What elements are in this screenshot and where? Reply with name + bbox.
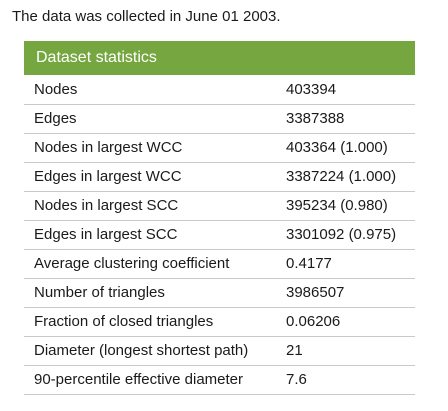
row-label: Number of triangles (24, 278, 276, 308)
table-row: Nodes in largest WCC 403364 (1.000) (24, 133, 415, 163)
row-label: Nodes in largest SCC (24, 191, 276, 221)
table-row: Nodes 403394 (24, 75, 415, 105)
row-label: Nodes (24, 75, 276, 105)
row-value: 3387224 (1.000) (276, 162, 415, 192)
row-value: 3301092 (0.975) (276, 220, 415, 250)
table-header-row: Dataset statistics (24, 41, 415, 75)
table-row: Number of triangles 3986507 (24, 278, 415, 308)
table-row: Edges 3387388 (24, 104, 415, 134)
row-label: Fraction of closed triangles (24, 307, 276, 337)
collection-date-note: The data was collected in June 01 2003. (12, 8, 281, 25)
row-value: 0.06206 (276, 307, 415, 337)
row-value: 3986507 (276, 278, 415, 308)
row-label: 90-percentile effective diameter (24, 365, 276, 395)
row-label: Nodes in largest WCC (24, 133, 276, 163)
table-row: 90-percentile effective diameter 7.6 (24, 365, 415, 395)
row-value: 403394 (276, 75, 415, 105)
table-title: Dataset statistics (24, 41, 415, 75)
row-value: 3387388 (276, 104, 415, 134)
row-value: 21 (276, 336, 415, 366)
table-row: Edges in largest WCC 3387224 (1.000) (24, 162, 415, 192)
row-label: Edges in largest SCC (24, 220, 276, 250)
row-value: 7.6 (276, 365, 415, 395)
table-row: Diameter (longest shortest path) 21 (24, 336, 415, 366)
row-label: Average clustering coefficient (24, 249, 276, 279)
table-row: Average clustering coefficient 0.4177 (24, 249, 415, 279)
dataset-statistics-table: Dataset statistics Nodes 403394 Edges 33… (24, 41, 415, 395)
table-row: Fraction of closed triangles 0.06206 (24, 307, 415, 337)
row-label: Diameter (longest shortest path) (24, 336, 276, 366)
row-value: 403364 (1.000) (276, 133, 415, 163)
row-label: Edges in largest WCC (24, 162, 276, 192)
row-label: Edges (24, 104, 276, 134)
table-row: Nodes in largest SCC 395234 (0.980) (24, 191, 415, 221)
row-value: 0.4177 (276, 249, 415, 279)
table-row: Edges in largest SCC 3301092 (0.975) (24, 220, 415, 250)
row-value: 395234 (0.980) (276, 191, 415, 221)
